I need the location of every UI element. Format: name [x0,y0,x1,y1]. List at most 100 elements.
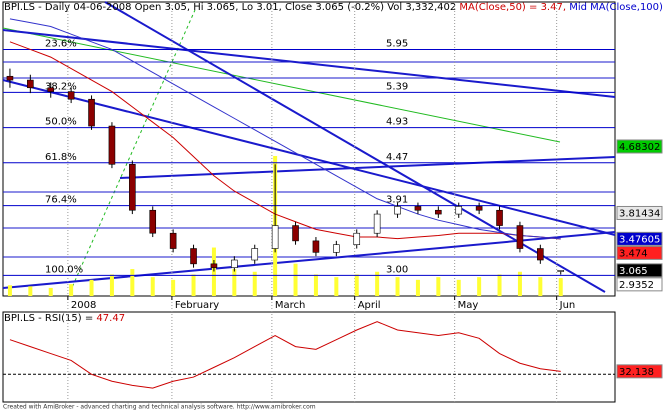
axis-marker [616,205,663,220]
volume-bar [109,274,114,296]
candle-body [190,248,197,265]
rsi-panel [2,311,616,403]
volume-bar [171,279,176,296]
x-tick-label: Jun [559,300,576,311]
candle-body [292,225,299,242]
candle-body [231,259,238,268]
axis-marker-label: 4.68302 [619,142,660,153]
trendlines [2,1,616,293]
candle-body [108,125,116,165]
volume-bar [313,274,318,296]
candle-body [67,91,75,100]
fib-value: 5.39 [386,81,408,92]
candle-body [516,225,524,249]
volume-bar [69,284,74,296]
axis-marker [616,277,663,292]
price-title: BPI.LS - Daily 04-06-2008 Open 3.05, Hi … [4,2,663,13]
volume-bar [354,274,359,296]
x-tick-label: March [275,300,305,311]
price-panel [2,1,616,297]
candle-body [169,232,177,249]
volume-bar [232,269,237,296]
volume-bar [538,277,543,296]
volume-bar [293,263,298,296]
volume-bar [334,277,339,296]
volume-bar [415,279,420,296]
volume-bar [395,277,400,296]
trendline [119,156,616,179]
axis-marker-label: 3.474 [619,248,648,259]
volume-bar [28,286,33,296]
rsi-title: BPI.LS - RSI(15) = 47.47 [4,313,125,324]
title-ma100: Mid MA(Close,100) = 3.47 [569,2,663,13]
axis-marker-label: 3.81434 [619,208,660,219]
candle-body [333,244,340,253]
green-ma [2,27,561,143]
candle-body [251,248,259,261]
moving-average [9,41,561,240]
fib-pct: 38.2% [45,81,77,92]
volume-bar [477,277,482,296]
candle-body [210,263,218,268]
candle-body [496,209,503,226]
volume-bar [375,271,380,296]
candle-body [149,209,157,234]
candle-body [27,79,34,89]
axis-marker [616,364,663,379]
fib-value: 3.91 [386,195,408,206]
volume-bar [497,274,502,296]
fib-pct: 61.8% [45,152,77,163]
axis-marker [616,263,663,278]
volume-bar [7,285,12,296]
candle-body [557,270,565,272]
axis-marker [616,139,663,154]
fib-pct: 50.0% [45,117,77,128]
axis-marker-label: 2.9352 [619,280,654,291]
volume-bar [89,279,94,296]
volume-bar [517,271,522,296]
fib-value: 3.00 [386,264,408,275]
volume-bar [48,287,53,296]
x-tick-label: 2008 [71,300,96,311]
candle-body [435,209,442,215]
axis-marker-label: 32.138 [619,367,654,378]
candle-body [312,240,320,253]
volume-bar [130,269,135,296]
volume-bar [456,279,461,296]
candle-body [47,87,55,92]
title-ma50: MA(Close,50) = 3.47, [459,2,566,13]
volume-bar [150,277,155,296]
candle-body [129,164,136,211]
axis-marker-label: 3.47605 [619,234,660,245]
volume-bar [558,278,563,296]
candle-body [394,206,401,215]
footer: Created with AmiBroker - advanced charti… [3,404,316,411]
volume-bar [436,277,441,296]
candle-body [88,98,95,127]
candle-body [455,206,463,215]
candle-body [353,232,361,246]
candle-body [414,206,422,211]
candle-body [537,248,544,261]
moving-average [9,18,561,240]
trendline [2,231,616,289]
fib-value: 5.95 [386,38,408,49]
rsi-title-main: BPI.LS - RSI(15) = [4,313,93,324]
axis-marker-label: 3.065 [619,266,648,277]
axis-marker [616,231,663,246]
candle-body [271,225,279,249]
rsi-line [9,321,561,389]
fib-pct: 76.4% [45,195,77,206]
volume-bar [252,271,257,296]
fib-value: 4.93 [386,117,408,128]
candle-body [6,75,14,81]
fib-pct: 100.0% [45,264,83,275]
title-main: BPI.LS - Daily 04-06-2008 Open 3.05, Hi … [4,2,456,13]
x-tick-label: February [175,300,219,311]
trendline [2,29,616,98]
fib-pct: 23.6% [45,38,77,49]
candle-body [475,206,483,211]
x-tick-label: April [358,300,381,311]
trendline [2,79,616,236]
